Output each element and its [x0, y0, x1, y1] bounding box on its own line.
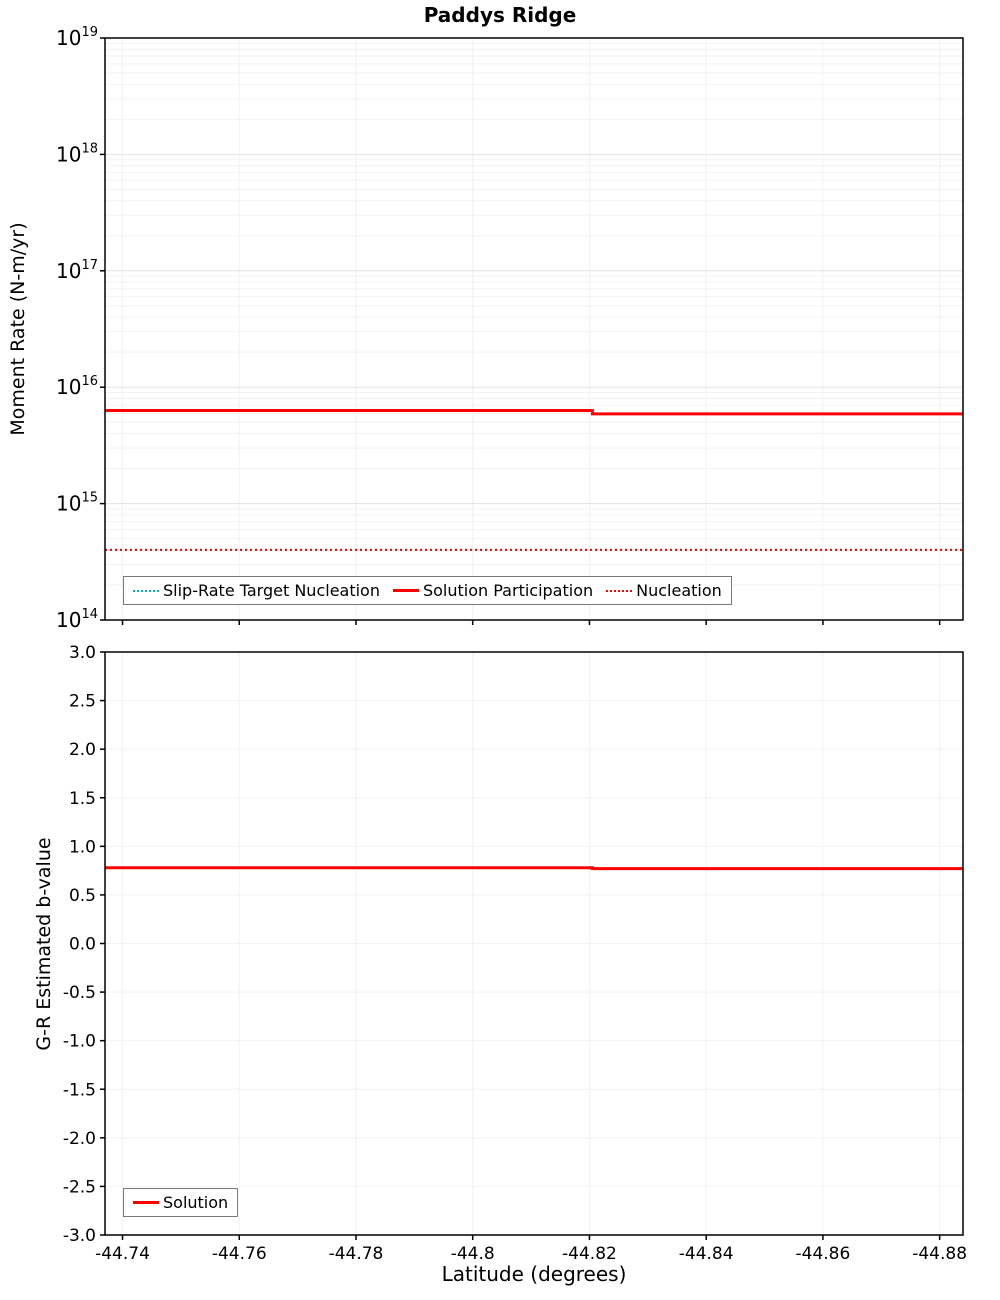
svg-text:-2.0: -2.0	[63, 1129, 96, 1149]
plot-area-0: 1019 1018 1017 1016 1015 1014	[56, 25, 964, 632]
series-line-solution-participation	[105, 409, 963, 416]
svg-text:-3.0: -3.0	[63, 1226, 96, 1246]
svg-text:2.5: 2.5	[69, 692, 96, 712]
legend-item-nucleation: Nucleation	[606, 581, 722, 600]
legend-label-nucleation: Nucleation	[636, 581, 722, 600]
legend-label-solution-participation: Solution Participation	[422, 581, 594, 600]
legend-b-value: Solution	[123, 1188, 239, 1217]
y-axis-label-b-value: G-R Estimated b-value	[33, 837, 55, 1051]
svg-text:1016: 1016	[56, 374, 98, 399]
x-axis-label-latitude: Latitude (degrees)	[441, 1262, 627, 1286]
svg-text:3.0: 3.0	[69, 643, 96, 663]
svg-text:-44.82: -44.82	[562, 1244, 617, 1264]
svg-text:2.0: 2.0	[69, 740, 96, 760]
y-axis-label-moment-rate: Moment Rate (N-m/yr)	[7, 222, 29, 436]
legend-item-slip-rate-target-nucleation: Slip-Rate Target Nucleation	[133, 581, 380, 600]
axis-ticks-1: 3.0 2.5 2.0 1.5 1.0 0.5 0.0 -0.5 -1.0 -1.5 -2.0 -2.…	[63, 643, 967, 1264]
svg-text:-44.84: -44.84	[679, 1244, 734, 1264]
legend-label-slip-rate-target-nucleation: Slip-Rate Target Nucleation	[163, 581, 380, 600]
solution-line-sample	[133, 1201, 159, 1204]
svg-text:0.5: 0.5	[69, 886, 96, 906]
svg-text:0.0: 0.0	[69, 935, 96, 955]
svg-text:1019: 1019	[56, 25, 98, 50]
svg-text:1017: 1017	[56, 258, 98, 283]
svg-text:-44.76: -44.76	[212, 1244, 267, 1264]
gridlines-0	[105, 38, 963, 620]
solution-participation-line-sample	[392, 589, 419, 592]
svg-text:-44.88: -44.88	[912, 1244, 967, 1264]
svg-text:1015: 1015	[56, 491, 98, 516]
svg-text:1.5: 1.5	[69, 789, 96, 809]
svg-text:-2.5: -2.5	[63, 1177, 96, 1197]
svg-text:-0.5: -0.5	[63, 983, 96, 1003]
nucleation-line-sample	[606, 589, 633, 592]
chart-title: Paddys Ridge	[423, 3, 577, 27]
svg-text:-44.86: -44.86	[796, 1244, 851, 1264]
legend-item-solution-participation: Solution Participation	[392, 581, 594, 600]
svg-text:1018: 1018	[56, 141, 98, 166]
series-line-solution	[105, 866, 963, 871]
slip-rate-target-nucleation-line-sample	[133, 589, 159, 592]
gridlines-1	[105, 652, 963, 1235]
svg-text:-44.8: -44.8	[451, 1244, 495, 1264]
plot-area-1: 3.0 2.5 2.0 1.5 1.0 0.5 0.0 -0.5 -1.0 -1.5 -2.0 -2.…	[63, 643, 967, 1264]
legend-item-solution: Solution	[133, 1193, 228, 1212]
svg-text:-44.78: -44.78	[329, 1244, 384, 1264]
svg-text:-1.5: -1.5	[63, 1080, 96, 1100]
legend-label-solution: Solution	[163, 1193, 229, 1212]
svg-text:1014: 1014	[56, 607, 98, 632]
svg-text:1.0: 1.0	[69, 837, 96, 857]
axis-ticks-0: 1019 1018 1017 1016 1015 1014	[56, 25, 941, 632]
svg-text:-44.74: -44.74	[95, 1244, 150, 1264]
legend-moment-rate: Slip-Rate Target Nucleation Solution Par…	[123, 576, 732, 605]
svg-text:-1.0: -1.0	[63, 1032, 96, 1052]
plot-border-0	[104, 37, 964, 621]
